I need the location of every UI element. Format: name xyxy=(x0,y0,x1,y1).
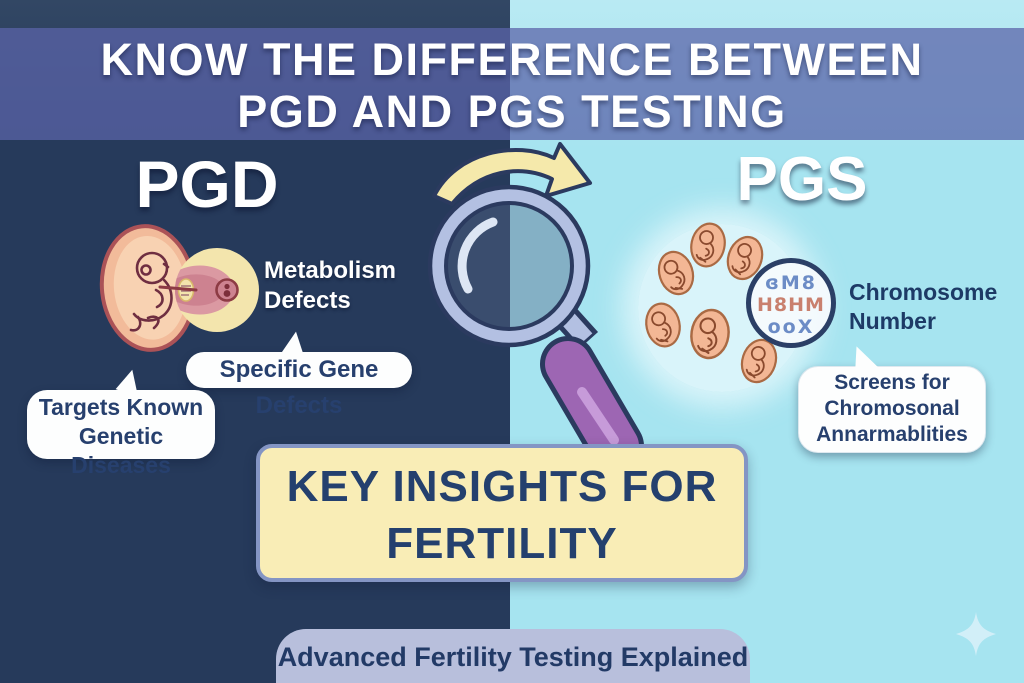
cell-injection-icon xyxy=(175,248,259,332)
screens-for-bubble: Screens for Chromosonal Annarmablities xyxy=(798,342,986,453)
pgd-heading: PGD xyxy=(135,147,279,221)
footer-pill: Advanced Fertility Testing Explained xyxy=(276,629,750,683)
curved-arrow-icon xyxy=(432,142,592,206)
chromosome-circle-icon: ɞM8 H8HM ooX xyxy=(746,258,836,348)
metabolism-defects-line-2: Defects xyxy=(264,287,351,314)
screens-line-2: Chromosonal xyxy=(824,397,960,420)
specific-gene-defects-text: Specific Gene Defects xyxy=(219,356,379,419)
targets-known-line-1: Targets Known xyxy=(38,394,204,420)
needle-icon xyxy=(158,285,198,292)
sparkle-icon xyxy=(956,612,996,656)
key-insights-box: KEY INSIGHTS FOR FERTILITY xyxy=(256,444,748,582)
chromosome-glyph-row-2: H8HM xyxy=(757,294,825,316)
pgs-heading: PGS xyxy=(736,145,868,214)
targets-known-bubble: Targets Known Genetic Diseases xyxy=(27,366,215,478)
chromosome-glyph-row-1: ɞM8 xyxy=(764,272,818,294)
title-line-2: PGD AND PGS TESTING xyxy=(237,86,787,137)
fetus-in-womb-icon xyxy=(99,224,197,352)
screens-line-3: Annarmablities xyxy=(816,423,968,446)
targets-known-line-2: Genetic Diseases xyxy=(71,423,171,478)
embryo-icon xyxy=(687,306,733,362)
embryo-icon xyxy=(686,219,730,271)
chromosome-number-line-2: Number xyxy=(849,308,936,334)
cell-graphic xyxy=(175,265,239,315)
key-insights-line-1: KEY INSIGHTS FOR xyxy=(286,462,718,511)
magnifying-glass-icon xyxy=(427,184,644,474)
footer-text: Advanced Fertility Testing Explained xyxy=(277,642,749,672)
chromosome-number-line-1: Chromosome xyxy=(849,279,998,305)
title-banner: KNOW THE DIFFERENCE BETWEEN PGD AND PGS … xyxy=(0,28,1024,140)
bubble-tail xyxy=(281,329,311,359)
title-line-1: KNOW THE DIFFERENCE BETWEEN xyxy=(100,34,924,85)
metabolism-defects-label: Metabolism Defects xyxy=(264,256,396,316)
metabolism-defects-line-1: Metabolism xyxy=(264,257,397,284)
specific-gene-defects-bubble: Specific Gene Defects xyxy=(186,329,412,419)
chromosome-number-label: Chromosome Number xyxy=(849,278,997,336)
key-insights-line-2: FERTILITY xyxy=(386,519,618,568)
screens-line-1: Screens for xyxy=(834,371,950,394)
chromosome-glyph-row-3: ooX xyxy=(767,316,815,338)
